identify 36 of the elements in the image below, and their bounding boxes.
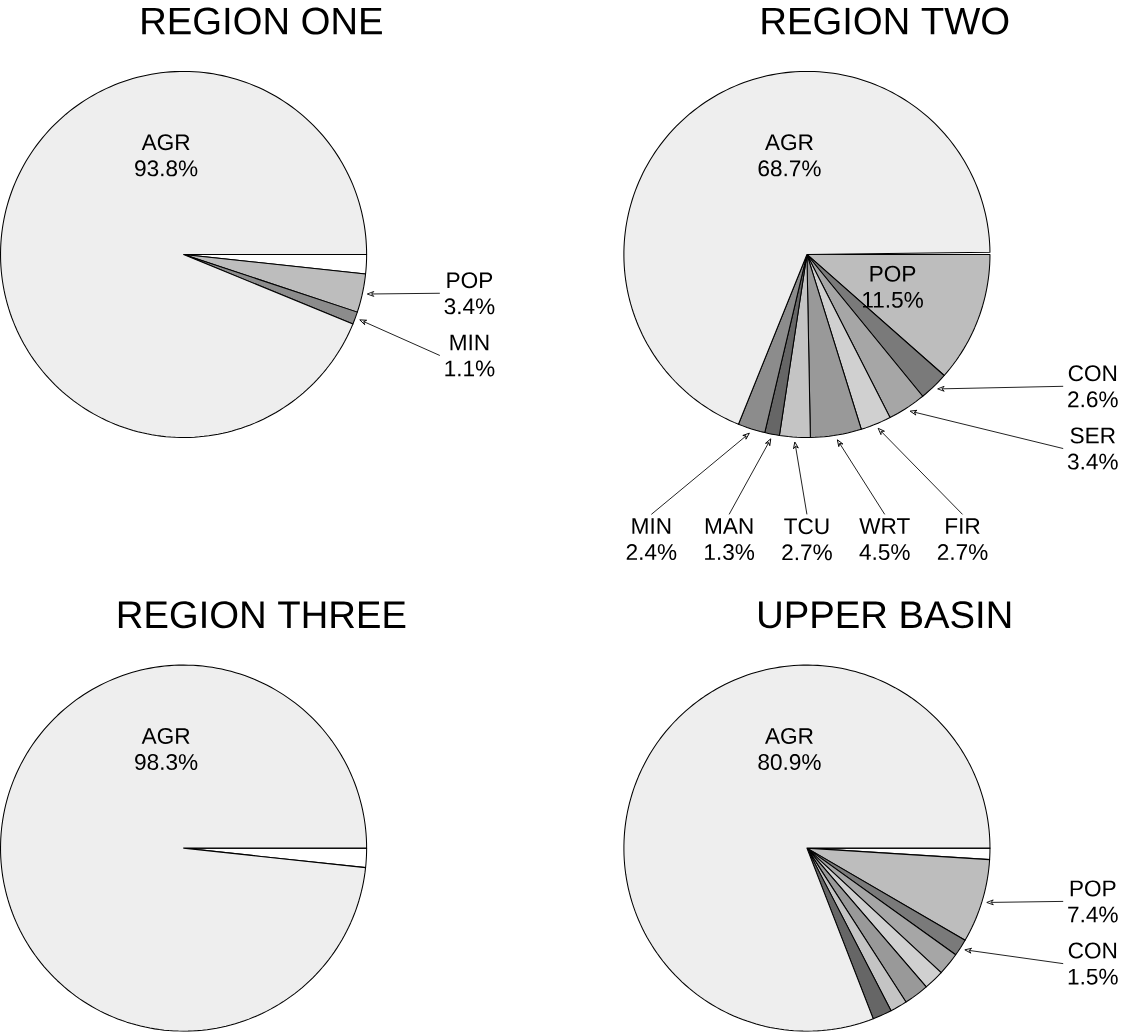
data-label: 3.4%: [1067, 453, 1118, 470]
chart-title: REGION THREE: [118, 601, 406, 629]
data-label: 2.6%: [1068, 391, 1118, 408]
slice-label: SER: [1070, 427, 1115, 444]
data-label: 68.7%: [758, 160, 821, 177]
data-label: 7.4%: [1068, 906, 1118, 923]
data-label: 3.4%: [444, 298, 495, 315]
chart-title: REGION ONE: [142, 7, 382, 35]
data-label: 11.5%: [863, 292, 923, 308]
data-label: 93.8%: [135, 160, 198, 177]
slice-label: MIN: [632, 518, 671, 534]
slice-label: AGR: [765, 134, 813, 151]
data-label: 4.5%: [859, 544, 910, 561]
slice-label: WRT: [859, 518, 910, 534]
chart-title: REGION TWO: [762, 7, 1009, 35]
slice-label: MAN: [705, 518, 753, 534]
slice-label: POP: [447, 272, 493, 289]
data-label: 2.7%: [937, 544, 988, 561]
data-label: 98.3%: [135, 754, 198, 771]
data-label: 80.9%: [758, 754, 821, 771]
slice-label: AGR: [141, 134, 190, 151]
data-label: 1.5%: [1068, 968, 1118, 985]
slice-label: POP: [1070, 880, 1116, 897]
data-label: 1.1%: [445, 360, 495, 377]
slice-label: TCU: [784, 518, 829, 535]
chart-title: UPPER BASIN: [759, 601, 1011, 629]
data-label: 2.7%: [782, 544, 832, 561]
slice-label: POP: [870, 265, 916, 282]
slice-label: AGR: [765, 728, 813, 745]
slice-label: CON: [1068, 365, 1117, 382]
slice-label: FIR: [946, 518, 980, 534]
slice-label: AGR: [141, 728, 190, 745]
slice-label: MIN: [450, 334, 489, 351]
slice-label: CON: [1068, 942, 1117, 959]
data-label: 2.4%: [626, 544, 677, 561]
data-label: 1.3%: [705, 544, 755, 561]
